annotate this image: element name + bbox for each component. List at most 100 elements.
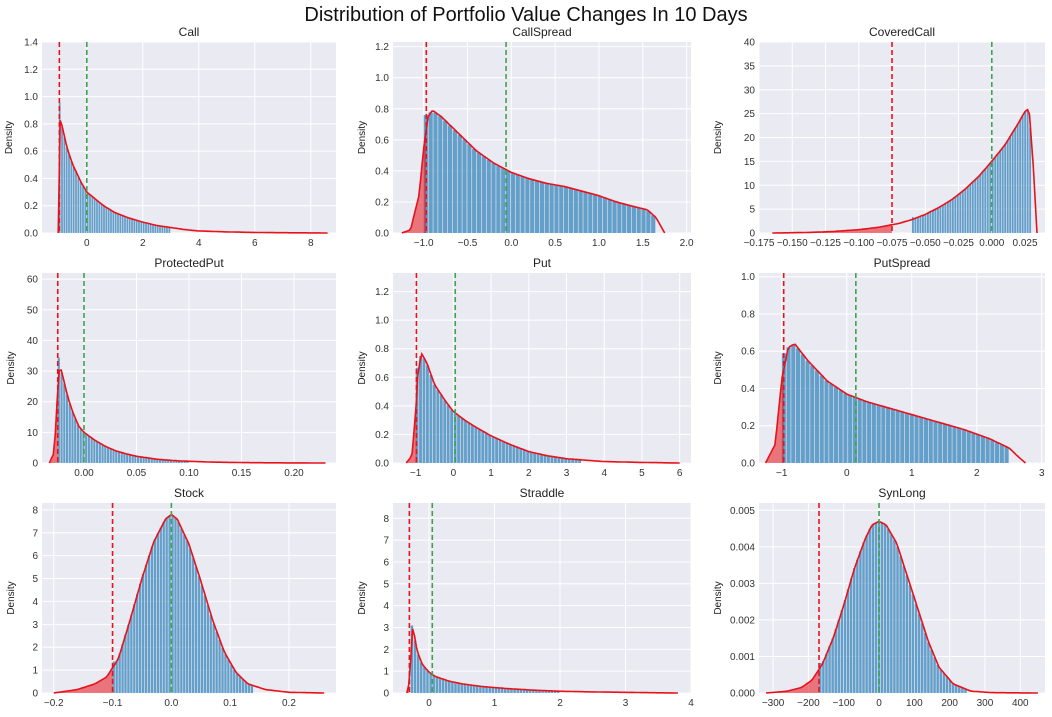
histogram-bar (512, 446, 516, 463)
histogram-bar (874, 522, 878, 693)
histogram-bar (1021, 114, 1024, 233)
histogram-bar (959, 192, 962, 233)
y-tick-label: 6 (383, 557, 389, 568)
histogram-bar (93, 440, 96, 463)
histogram-bar (920, 623, 924, 693)
y-tick-label: 3 (32, 620, 38, 631)
x-tick-label: 200 (941, 698, 958, 709)
y-tick-label: 0 (383, 689, 389, 700)
y-tick-label: 60 (27, 275, 39, 286)
histogram-bar (457, 683, 460, 693)
histogram-bar (186, 541, 189, 693)
y-tick-label: 0 (749, 229, 755, 240)
histogram-bar (564, 187, 569, 233)
subplot-title: SynLong (878, 486, 925, 500)
histogram-bar (533, 452, 537, 463)
histogram-bar (921, 215, 924, 233)
histogram-bar (979, 174, 982, 233)
histogram-bar (510, 173, 516, 233)
histogram-bar (86, 193, 89, 233)
subplot-title: Straddle (520, 486, 565, 500)
histogram-bar (90, 438, 93, 463)
histogram-bar (98, 202, 101, 233)
histogram-bar (573, 189, 578, 233)
histogram-bar (488, 435, 492, 463)
histogram-bar (141, 573, 145, 693)
histogram-bar (422, 358, 426, 463)
subplot-title: Put (533, 256, 552, 270)
histogram-bar (520, 176, 525, 233)
histogram-bar (206, 605, 209, 693)
subplot-title: Stock (174, 486, 205, 500)
histogram-bar (984, 168, 987, 233)
histogram-bar (564, 458, 568, 463)
histogram-bar (944, 203, 947, 233)
histogram-bar (541, 690, 544, 693)
histogram-bar (651, 215, 656, 233)
x-tick-label: 0.2 (282, 698, 296, 709)
histogram-bar (244, 682, 248, 693)
tail-shading (401, 128, 427, 233)
histogram-bar (161, 459, 164, 463)
histogram-bar (529, 452, 533, 463)
x-tick-label: 0 (876, 698, 882, 709)
histogram-bar (209, 614, 212, 693)
histogram-bar (578, 190, 583, 233)
histogram-bar (75, 172, 77, 233)
x-tick-label: −1.0 (414, 238, 434, 249)
histogram-bar (622, 204, 627, 233)
histogram-bar (410, 625, 414, 693)
histogram-bar (74, 418, 77, 463)
y-tick-label: 10 (744, 181, 756, 192)
histogram-bar (497, 687, 501, 693)
histogram-bar (194, 567, 198, 693)
y-tick-label: 50 (27, 305, 39, 316)
x-tick-label: 0 (844, 468, 850, 479)
histogram-bar (57, 357, 60, 463)
histogram-bar (82, 432, 85, 463)
y-tick-label: 2 (32, 643, 38, 654)
histogram-bar (999, 150, 1002, 233)
histogram-bar (435, 677, 439, 693)
histogram-bar (98, 443, 101, 463)
y-tick-label: 20 (27, 397, 39, 408)
histogram-bar (93, 198, 96, 233)
histogram-bar (115, 660, 118, 693)
histogram-bar (528, 689, 532, 693)
histogram-bar (426, 670, 429, 693)
histogram-bar (849, 578, 853, 693)
y-tick-label: 15 (744, 157, 756, 168)
histogram-bar (457, 415, 460, 463)
x-tick-label: 6 (252, 238, 258, 249)
histogram-bar (485, 686, 488, 693)
histogram-bar (68, 154, 70, 233)
histogram-bar (165, 517, 168, 693)
subplot-coveredcall: 0 5 10 15 20 25 30 35 40 −0.175 −0.150 −0.125 −0.100… (713, 25, 1045, 249)
x-tick-label: −0.125 (810, 238, 841, 249)
histogram-bar (130, 614, 133, 693)
histogram-bar (446, 405, 450, 463)
histogram-bar (995, 442, 1000, 463)
y-tick-label: 30 (744, 85, 756, 96)
y-tick-label: 0.2 (375, 430, 389, 441)
histogram-bar (224, 654, 227, 693)
histogram-bar (191, 557, 195, 693)
histogram-bar (825, 653, 828, 693)
histogram-bar (986, 165, 989, 233)
histogram-bar (843, 393, 848, 463)
histogram-bar (152, 224, 154, 233)
histogram-bar (126, 217, 129, 233)
histogram-bar (941, 204, 944, 233)
histogram-bar (107, 208, 110, 233)
histogram-bar (568, 188, 574, 233)
histogram-bar (890, 409, 895, 463)
histogram-bar (942, 673, 946, 693)
histogram-bar (119, 214, 122, 233)
subplot-call: 0.0 0.2 0.4 0.6 0.8 1.0 1.2 1.4 0 2 4 6 8 Call Density (4, 25, 336, 249)
histogram-bar (926, 212, 929, 233)
histogram-bar (139, 456, 142, 463)
x-tick-label: −0.2 (44, 698, 64, 709)
histogram-bar (419, 356, 422, 463)
histogram-bar (930, 649, 933, 693)
